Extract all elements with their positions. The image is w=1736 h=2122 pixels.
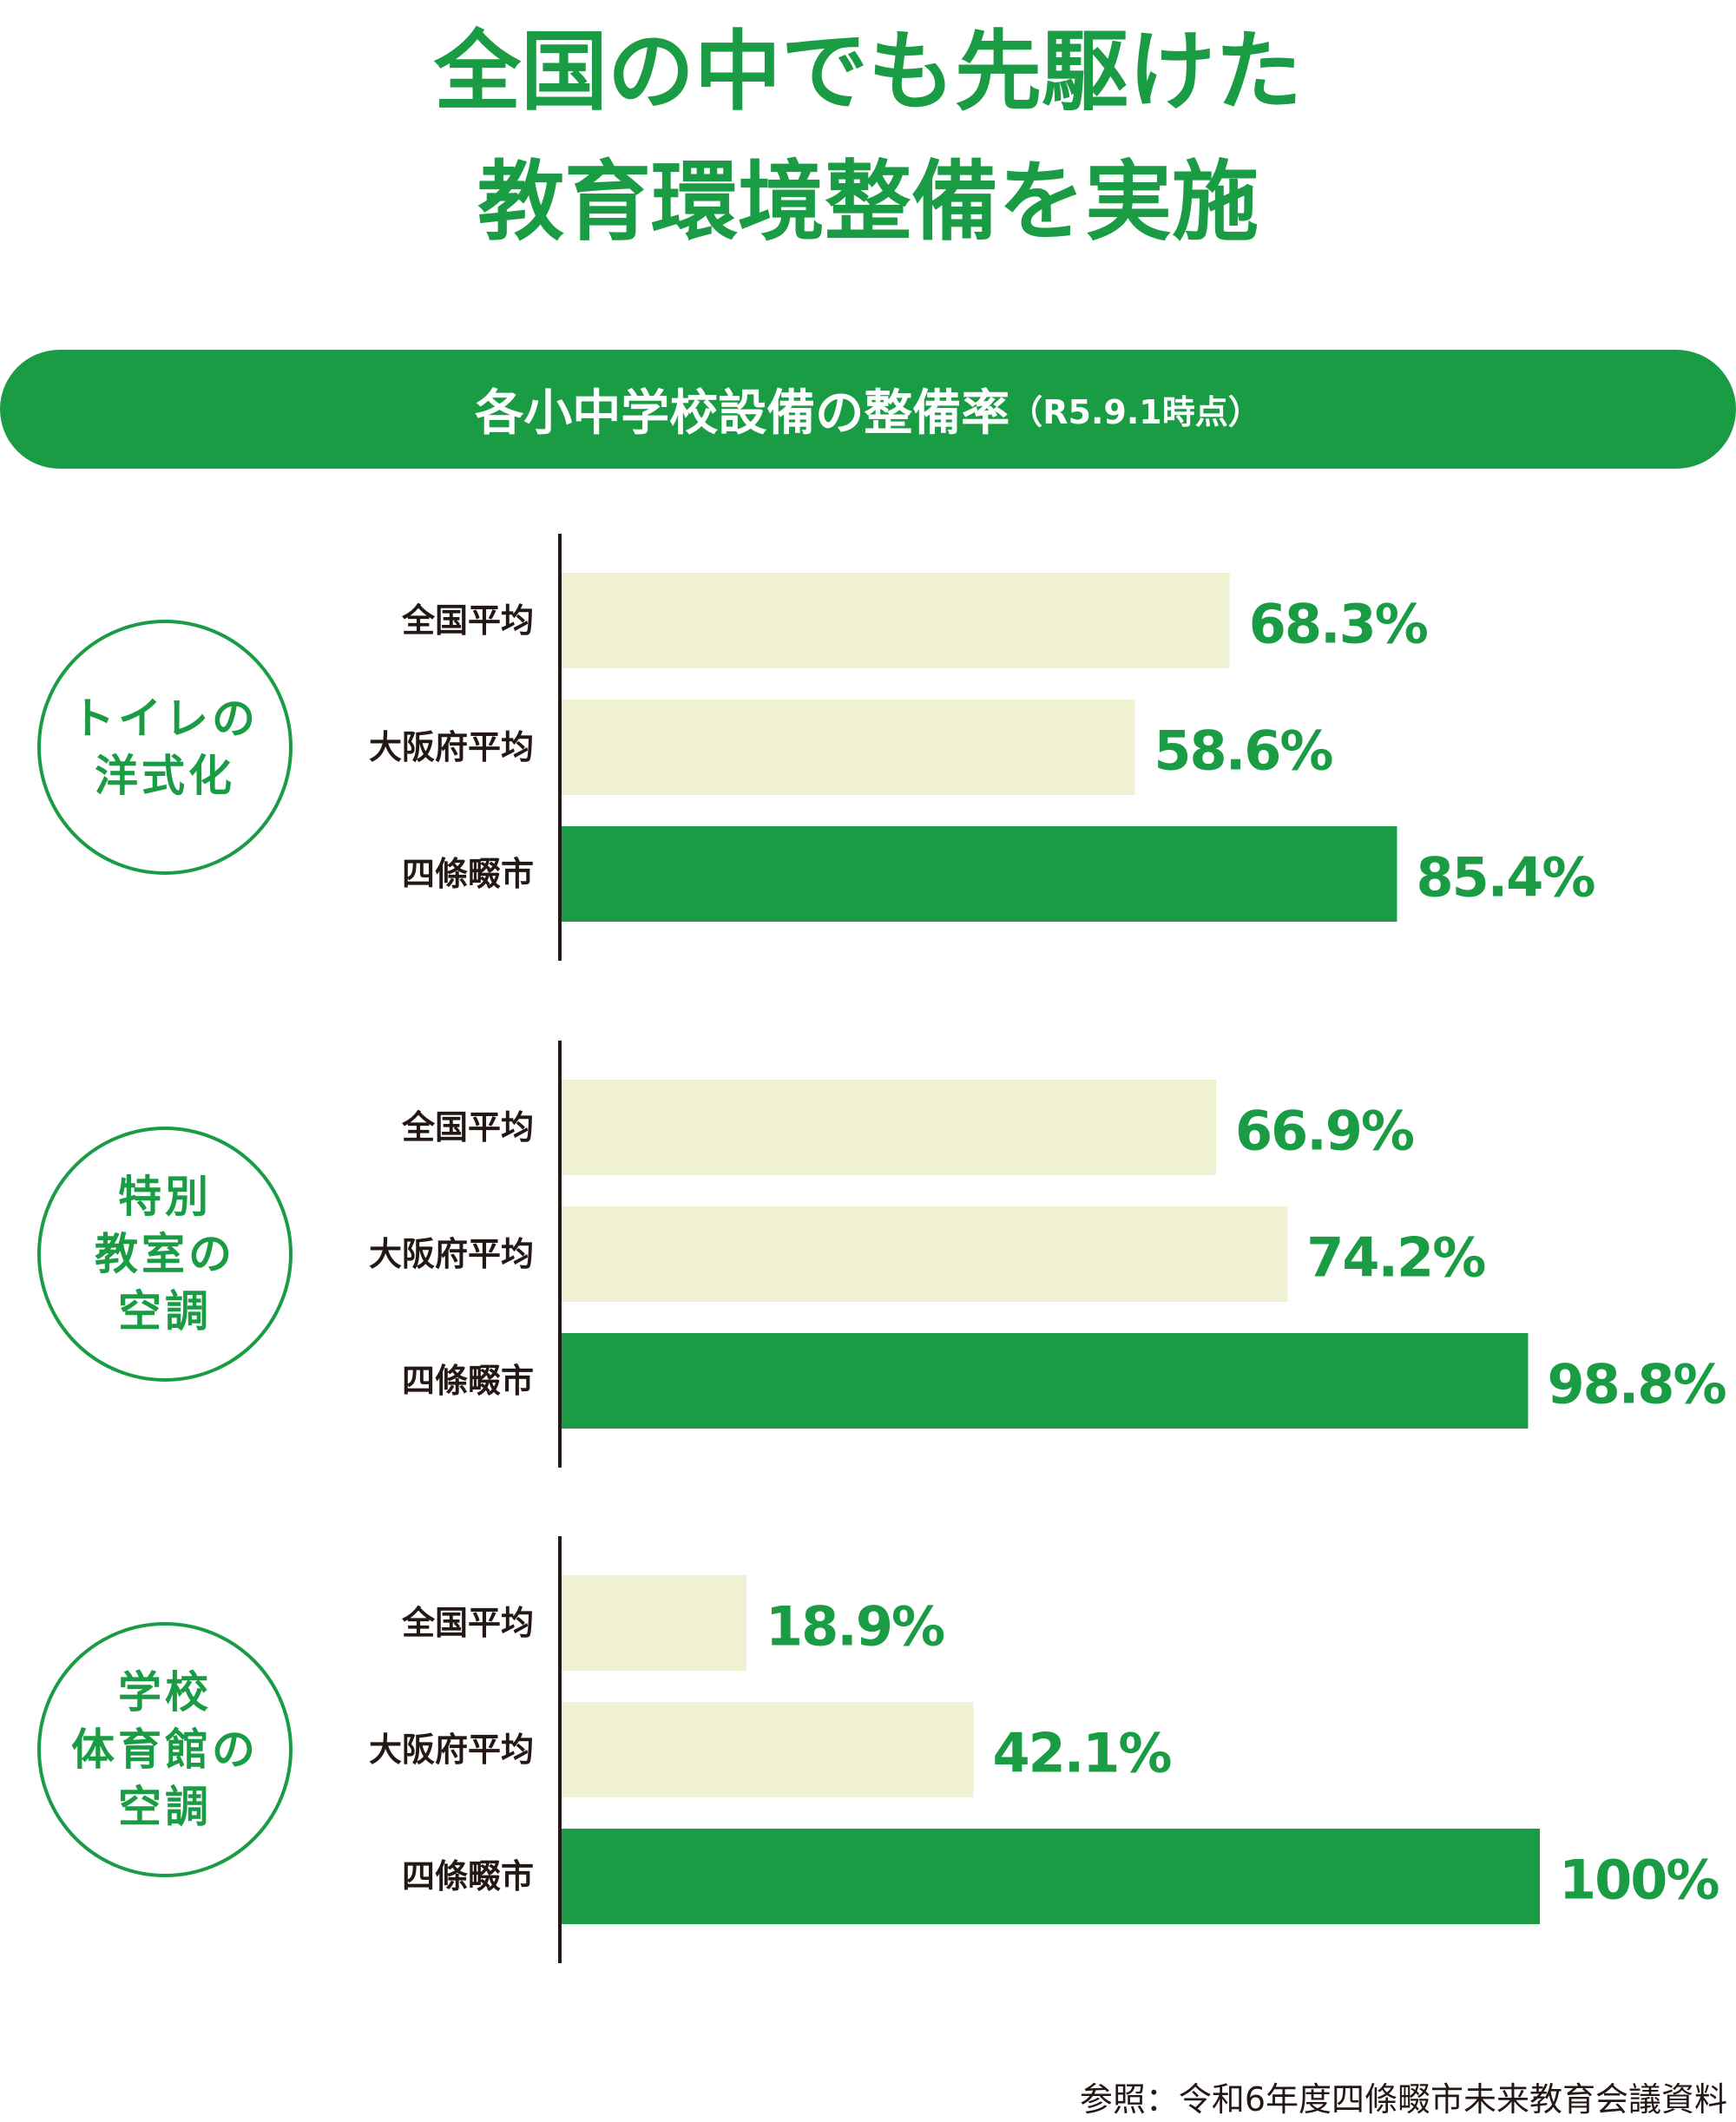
category-label: 四條畷市 (402, 855, 534, 893)
data-label: 42.1% (992, 1722, 1171, 1785)
data-label: 85.4% (1416, 846, 1595, 910)
subtitle-banner: 各小中学校設備の整備率 （R5.9.1時点） (0, 350, 1736, 469)
data-label: 66.9% (1235, 1100, 1414, 1163)
source-note: 参照：令和6年度四條畷市未来教育会議資料 (1079, 2080, 1727, 2119)
bar (562, 1206, 1288, 1302)
page-title: 全国の中でも先駆けた 教育環境整備を実施 (0, 0, 1736, 267)
group-label-line: 洋式化 (95, 751, 235, 801)
data-label: 98.8% (1547, 1353, 1726, 1416)
data-label: 18.9% (766, 1595, 944, 1659)
bar (562, 1080, 1216, 1175)
subtitle-note: （R5.9.1時点） (1009, 393, 1261, 431)
category-label: 全国平均 (401, 601, 534, 640)
category-label: 全国平均 (401, 1108, 534, 1146)
category-label: 全国平均 (401, 1604, 534, 1642)
category-label: 四條畷市 (402, 1362, 534, 1400)
group-label-circle (37, 620, 293, 875)
bar (562, 826, 1397, 922)
category-label: 四條畷市 (402, 1857, 534, 1895)
subtitle-text: 各小中学校設備の整備率 (475, 385, 1010, 442)
group-label-line: 学校 (118, 1667, 212, 1718)
bar (562, 1333, 1529, 1429)
category-label: 大阪府平均 (369, 728, 534, 766)
data-label: 68.3% (1249, 593, 1428, 656)
group-label-line: 体育館の (71, 1725, 259, 1775)
title-line-1: 全国の中でも先駆けた (434, 21, 1302, 122)
title-line-2: 教育環境整備を実施 (477, 151, 1259, 253)
bar (562, 1702, 974, 1797)
data-label: 74.2% (1306, 1226, 1485, 1290)
group-label-circle (37, 1127, 293, 1382)
group-label-line: トイレの (71, 693, 259, 744)
bar (562, 700, 1135, 795)
category-label: 大阪府平均 (369, 1235, 534, 1273)
bar (562, 573, 1230, 668)
group-label-circle (37, 1622, 293, 1877)
bar (562, 1575, 747, 1671)
group-label-line: 特別 (118, 1172, 212, 1222)
category-label: 大阪府平均 (369, 1731, 534, 1769)
data-label: 100% (1559, 1849, 1719, 1912)
group-label-line: 空調 (118, 1782, 212, 1832)
group-label-line: 教室の (95, 1229, 235, 1279)
bar (562, 1829, 1540, 1924)
data-label: 58.6% (1154, 719, 1332, 783)
group-label-line: 空調 (118, 1286, 212, 1337)
